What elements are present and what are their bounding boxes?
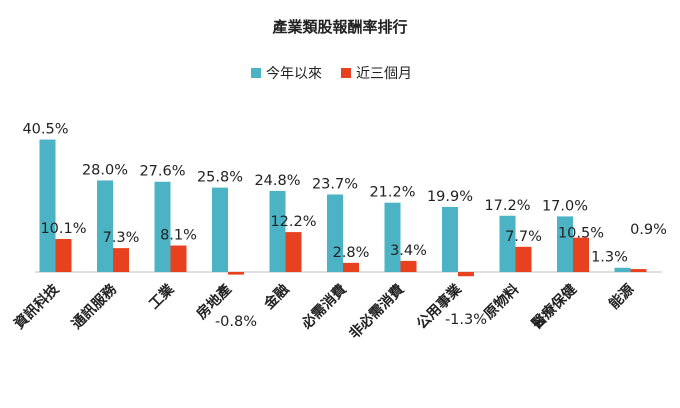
value-label-ytd-4: 24.8%: [254, 173, 300, 189]
bar-3m-8: [515, 246, 532, 272]
category-label-1: 通訊服務: [68, 280, 120, 332]
legend-swatch-3m: [341, 68, 351, 78]
value-label-ytd-2: 27.6%: [139, 164, 185, 180]
value-label-3m-7: -1.3%: [445, 312, 487, 328]
legend: 今年以來 近三個月: [251, 66, 412, 82]
value-label-ytd-7: 19.9%: [427, 189, 473, 205]
bar-3m-7: [458, 272, 474, 277]
category-label-5: 必需消費: [298, 281, 350, 333]
bar-ytd-7: [442, 206, 458, 272]
value-label-3m-4: 12.2%: [270, 214, 316, 230]
category-label-2: 工業: [146, 280, 179, 313]
bars-group: [39, 139, 647, 277]
value-label-3m-9: 10.5%: [558, 226, 604, 242]
value-label-ytd-9: 17.0%: [542, 198, 588, 214]
bar-ytd-2: [154, 181, 171, 272]
category-label-8: 原物料: [481, 281, 523, 323]
bar-3m-10: [630, 269, 647, 272]
legend-label-ytd: 今年以來: [266, 66, 322, 82]
bar-ytd-6: [384, 202, 401, 272]
value-label-ytd-10: 1.3%: [591, 250, 628, 266]
legend-label-3m: 近三個月: [356, 66, 412, 82]
value-label-3m-3: -0.8%: [215, 314, 257, 330]
value-label-3m-1: 7.3%: [103, 230, 140, 246]
value-label-ytd-1: 28.0%: [82, 162, 128, 178]
bar-3m-5: [343, 262, 359, 272]
bar-3m-0: [55, 238, 72, 272]
value-label-3m-2: 8.1%: [160, 228, 197, 244]
value-label-3m-8: 7.7%: [505, 229, 542, 245]
value-labels-group: 40.5% 10.1% 28.0% 7.3% 27.6% 8.1% 25.8% -0.8% 24…: [22, 122, 666, 330]
value-label-3m-6: 3.4%: [390, 243, 427, 259]
bar-ytd-3: [212, 187, 228, 272]
bar-ytd-9: [557, 216, 573, 272]
value-label-ytd-5: 23.7%: [312, 177, 358, 193]
value-label-3m-5: 2.8%: [333, 245, 370, 261]
value-label-ytd-3: 25.8%: [197, 170, 243, 186]
bar-ytd-1: [97, 180, 113, 272]
value-label-3m-10: 0.9%: [630, 222, 667, 238]
legend-swatch-ytd: [251, 68, 261, 78]
value-label-ytd-0: 40.5%: [22, 122, 68, 138]
bar-ytd-8: [499, 215, 516, 272]
category-label-9: 醫療保健: [528, 281, 580, 333]
category-label-0: 資訊科技: [11, 280, 63, 332]
value-label-ytd-8: 17.2%: [484, 198, 530, 214]
value-label-ytd-6: 21.2%: [369, 185, 415, 201]
bar-3m-1: [113, 248, 129, 272]
category-label-6: 非必需消費: [346, 281, 408, 343]
value-label-3m-0: 10.1%: [40, 221, 86, 237]
chart-title: 產業類股報酬率排行: [271, 18, 407, 36]
category-label-4: 金融: [260, 281, 293, 314]
bar-ytd-0: [39, 139, 56, 272]
bar-3m-6: [400, 260, 417, 272]
bar-ytd-10: [614, 267, 631, 272]
bar-ytd-4: [269, 190, 286, 272]
bar-3m-3: [228, 272, 244, 275]
bar-3m-2: [170, 245, 187, 272]
bar-3m-4: [285, 232, 302, 272]
category-label-10: 能源: [606, 281, 638, 313]
bar-3m-9: [573, 237, 589, 272]
bar-ytd-5: [327, 194, 343, 272]
